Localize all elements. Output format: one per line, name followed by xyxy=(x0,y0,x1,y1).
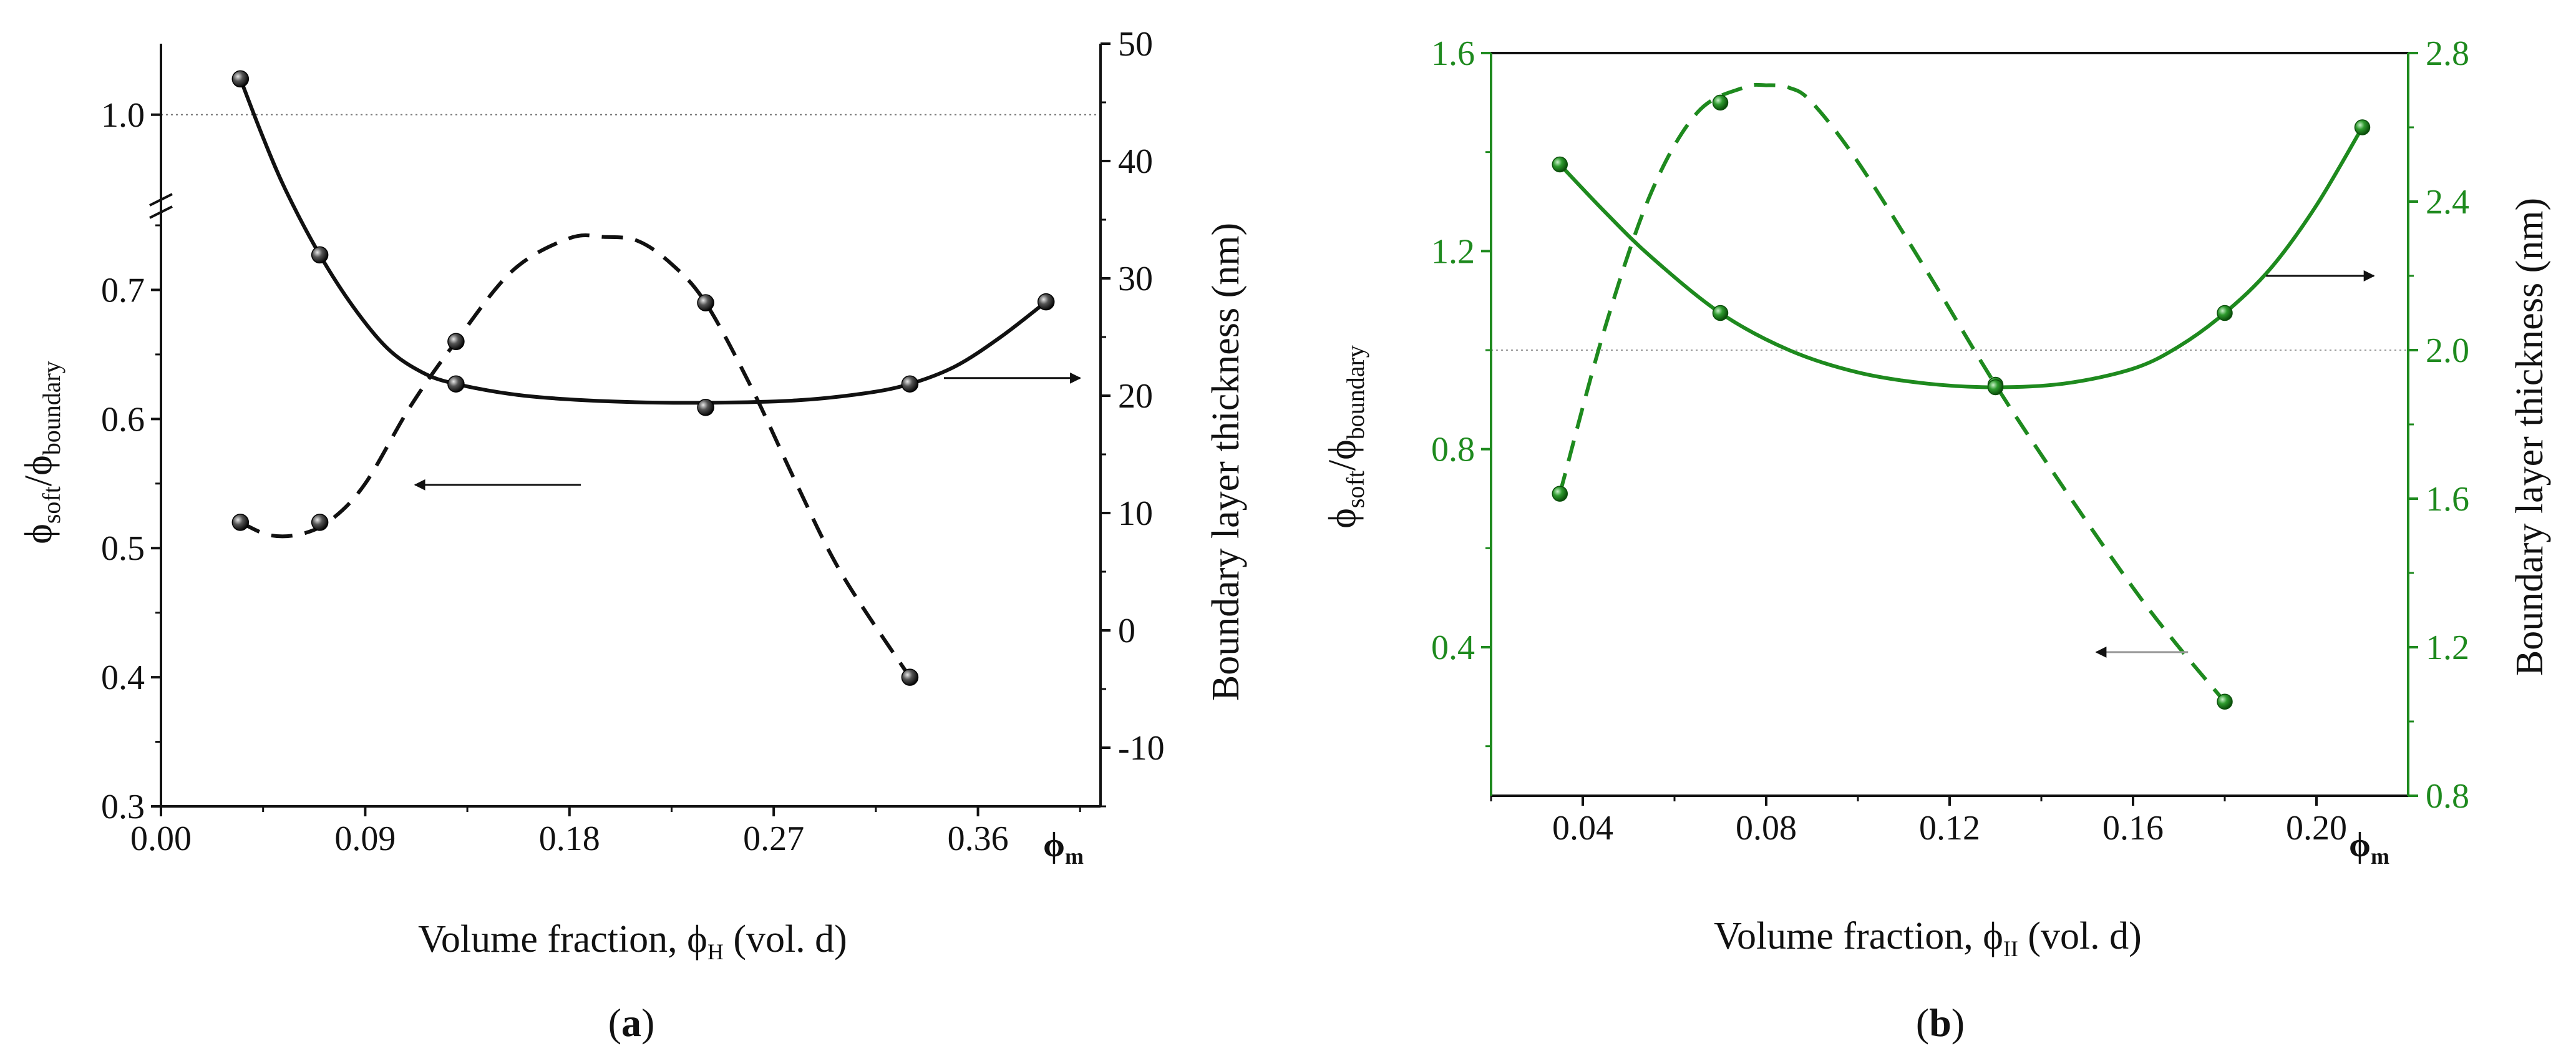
panel-b-right-tick-label: 0.8 xyxy=(2426,777,2469,816)
panel-b-left-ticks: 0.4 0.8 1.2 1.6 xyxy=(1431,34,1491,748)
panel-b-x-tick-label: 0.20 xyxy=(2286,809,2347,848)
panel-b-thickness-point-1 xyxy=(1552,156,1568,173)
panel-b-x-axis-label: Volume fraction, ϕII (vol. d) xyxy=(1714,915,2142,961)
panel-a-thickness-point-6 xyxy=(1037,293,1055,311)
panel-a-right-axis-label: Boundary layer thickness (nm) xyxy=(1205,223,1247,701)
panel-a-left-tick-label: 0.4 xyxy=(101,658,145,697)
panel-b-thickness-point-3 xyxy=(1987,379,2004,396)
panel-a-right-tick-label: 40 xyxy=(1118,142,1153,181)
panel-a-x-tick-label: 0.27 xyxy=(743,819,804,858)
panel-a-thickness-curve xyxy=(238,78,1047,405)
panel-a-x-tick-label: 0.00 xyxy=(130,819,192,858)
panel-b-ratio-point-2 xyxy=(1712,94,1729,111)
chart-panel-b: 0.04 0.08 0.12 0.16 0.20 0.4 0.8 1.2 1.6 0.8 1.2… xyxy=(1321,34,2551,1045)
panel-b-x-axis-end-label: ϕm xyxy=(2349,826,2389,869)
panel-b-right-tick-label: 2.0 xyxy=(2426,331,2469,370)
panel-a-axes xyxy=(149,44,1102,808)
panel-b-thickness-point-4 xyxy=(2217,305,2233,321)
panel-a-x-axis-end-label: ϕm xyxy=(1043,826,1084,869)
panel-a-curves xyxy=(238,78,1047,678)
panel-b-right-tick-label: 1.6 xyxy=(2426,480,2469,519)
panel-a-right-tick-label: 20 xyxy=(1118,377,1153,416)
panel-b-left-tick-label: 1.6 xyxy=(1431,34,1475,73)
panel-b-left-tick-label: 0.8 xyxy=(1431,431,1475,469)
panel-a-x-ticks: 0.00 0.09 0.18 0.27 0.36 xyxy=(130,806,1081,858)
panel-a-left-tick-label: 0.6 xyxy=(101,400,145,439)
panel-b-x-tick-label: 0.16 xyxy=(2102,809,2164,848)
panel-a-ratio-point-2 xyxy=(311,514,329,531)
panel-b-left-tick-label: 1.2 xyxy=(1431,232,1475,271)
panel-a-right-tick-label: 30 xyxy=(1118,260,1153,298)
panel-b-right-ticks: 0.8 1.2 1.6 2.0 2.4 2.8 xyxy=(2408,34,2469,816)
panel-b-ratio-point-4 xyxy=(2217,693,2233,710)
panel-b-thickness-curve xyxy=(1558,126,2365,389)
panel-a-left-axis-label: ϕsoft/ϕboundary xyxy=(17,361,66,544)
panel-a-x-tick-label: 0.18 xyxy=(539,819,600,858)
panel-a-right-tick-label: -10 xyxy=(1118,729,1165,768)
panel-a-left-ticks: 0.3 0.4 0.5 0.6 0.7 1.0 xyxy=(101,96,161,826)
panel-b-right-tick-label: 1.2 xyxy=(2426,628,2469,667)
panel-b-right-axis-label: Boundary layer thickness (nm) xyxy=(2509,198,2551,676)
panel-a-x-tick-label: 0.09 xyxy=(334,819,396,858)
panel-b-curves xyxy=(1558,82,2365,703)
panel-b-points xyxy=(1552,94,2371,710)
panel-a-left-tick-label: 0.7 xyxy=(101,271,145,310)
panel-a-thickness-point-1 xyxy=(231,70,250,88)
panel-b-ratio-curve xyxy=(1558,82,2227,703)
panel-a-right-tick-label: 0 xyxy=(1118,612,1135,650)
panel-b-x-tick-label: 0.04 xyxy=(1552,809,1613,848)
panel-a-right-ticks: -10 0 10 20 30 40 50 xyxy=(1101,25,1165,808)
panel-a-arrows xyxy=(414,372,1082,491)
chart-panel-a: 0.00 0.09 0.18 0.27 0.36 0.30.40.50.60.71.0 … xyxy=(17,25,1247,1045)
panel-a-left-tick-label: 1.0 xyxy=(101,96,145,135)
panel-a-thickness-point-3 xyxy=(447,375,465,393)
panel-b-thickness-point-2 xyxy=(1712,305,1729,321)
panel-b-arrows xyxy=(2095,270,2375,658)
panel-a-x-tick-label: 0.36 xyxy=(948,819,1009,858)
panel-a-thickness-point-5 xyxy=(901,375,919,393)
panel-a-ratio-point-5 xyxy=(901,668,919,686)
panel-a-ratio-point-4 xyxy=(697,294,714,311)
panel-a-right-tick-label: 10 xyxy=(1118,494,1153,533)
panel-a-label: (a) xyxy=(608,1000,655,1045)
panel-b-axes xyxy=(1490,52,2409,797)
panel-a-x-axis-label: Volume fraction, ϕH (vol. d) xyxy=(418,918,847,964)
panel-a-axis-break-mark-1 xyxy=(149,193,173,207)
panel-a-left-tick-label: 0.5 xyxy=(101,529,145,568)
panel-a-ratio-point-1 xyxy=(231,514,250,531)
panel-a-thickness-point-4 xyxy=(697,399,714,416)
panel-b-thickness-point-5 xyxy=(2354,119,2371,135)
panel-b-x-tick-label: 0.08 xyxy=(1736,809,1797,848)
panel-b-left-axis-label: ϕsoft/ϕboundary xyxy=(1321,345,1369,529)
panel-a-ratio-point-3 xyxy=(447,333,465,350)
panel-a-thickness-point-2 xyxy=(311,246,329,264)
panel-a-ratio-curve xyxy=(240,233,911,678)
panel-b-left-tick-label: 0.4 xyxy=(1431,628,1475,667)
panel-b-x-tick-label: 0.12 xyxy=(1919,809,1980,848)
panel-b-ratio-point-1 xyxy=(1552,486,1568,502)
panel-a-left-tick-label: 0.3 xyxy=(101,788,145,826)
panel-b-right-tick-label: 2.8 xyxy=(2426,34,2469,73)
panel-a-right-tick-label: 50 xyxy=(1118,25,1153,64)
panel-a-axis-break-mark-2 xyxy=(149,205,173,219)
panel-a-points xyxy=(231,70,1055,686)
panel-b-right-tick-label: 2.4 xyxy=(2426,183,2469,222)
panel-b-label: (b) xyxy=(1916,1000,1965,1045)
panel-b-x-ticks: 0.04 0.08 0.12 0.16 0.20 xyxy=(1490,796,2347,848)
